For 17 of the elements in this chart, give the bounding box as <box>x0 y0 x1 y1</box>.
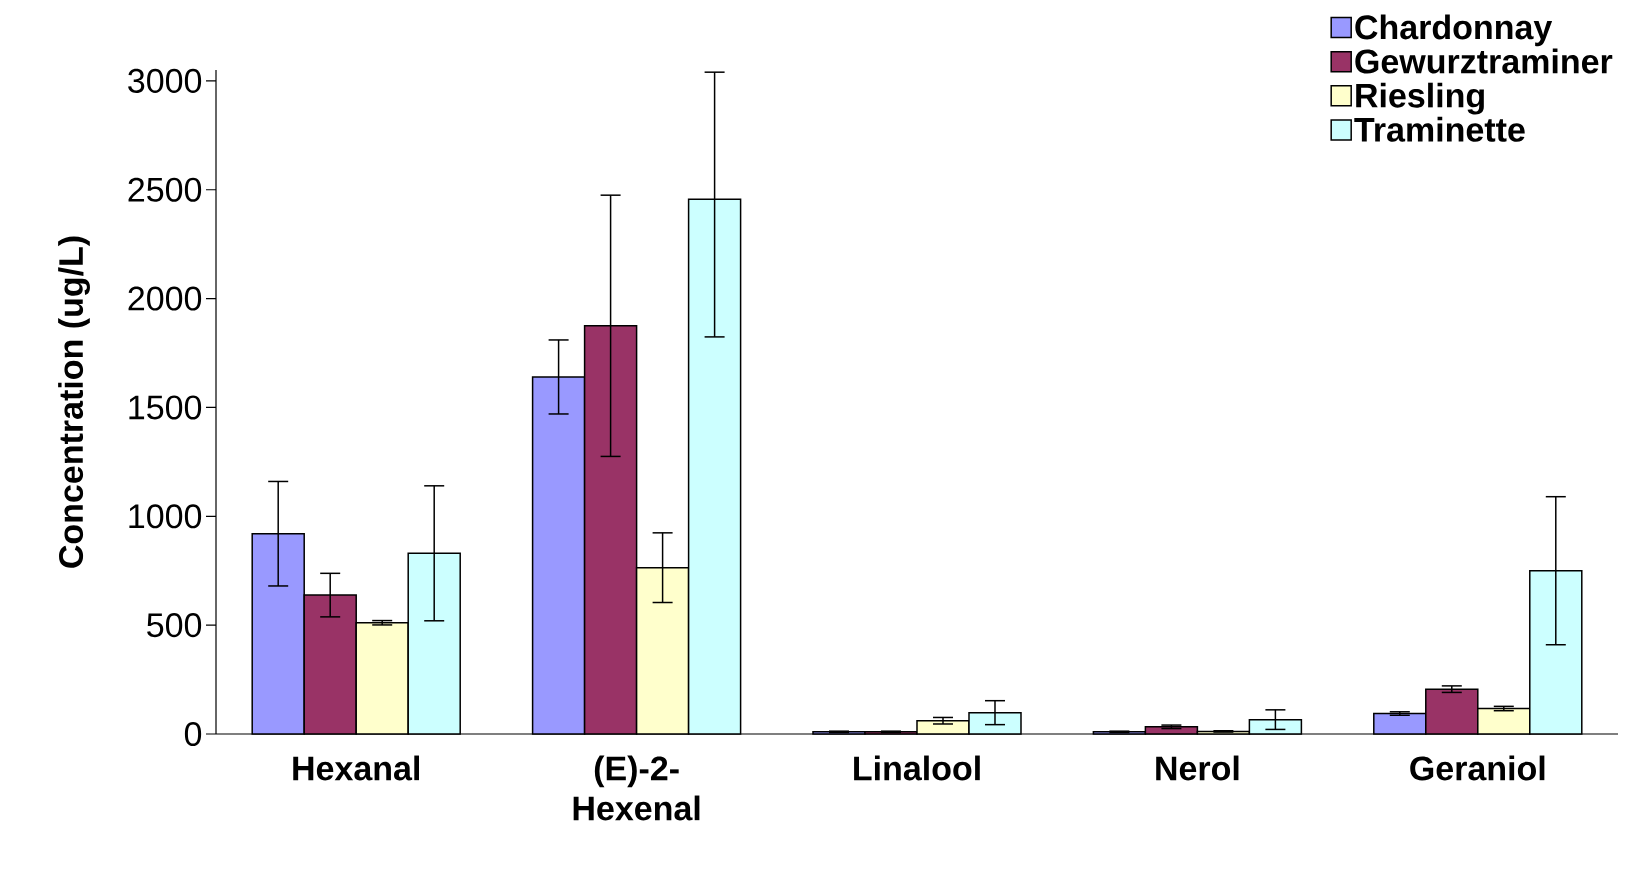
x-tick-label: Hexanal <box>293 755 419 781</box>
x-tick-label: Linalool <box>854 755 980 781</box>
y-tick-label: 2000 <box>128 286 202 311</box>
y-tick-label: 1500 <box>129 395 202 420</box>
legend-label: Gewurztraminer <box>1355 48 1613 74</box>
y-tick-label: 500 <box>147 613 202 638</box>
y-axis-title: Concentration (ug/L) <box>58 236 90 568</box>
y-tick-label: 0 <box>184 721 202 747</box>
y-tick-label: 1000 <box>129 504 202 529</box>
x-tick-label: Nerol <box>1156 755 1239 781</box>
y-tick-label: 2500 <box>128 177 202 202</box>
x-tick-label: Geraniol <box>1410 755 1545 781</box>
legend-label: Traminette <box>1354 116 1525 142</box>
legend-label: Riesling <box>1356 82 1484 115</box>
legend-label: Chardonnay <box>1355 14 1553 47</box>
y-tick-label: 3000 <box>128 68 202 93</box>
x-tick-label: (E)-2-Hexenal <box>573 755 700 821</box>
